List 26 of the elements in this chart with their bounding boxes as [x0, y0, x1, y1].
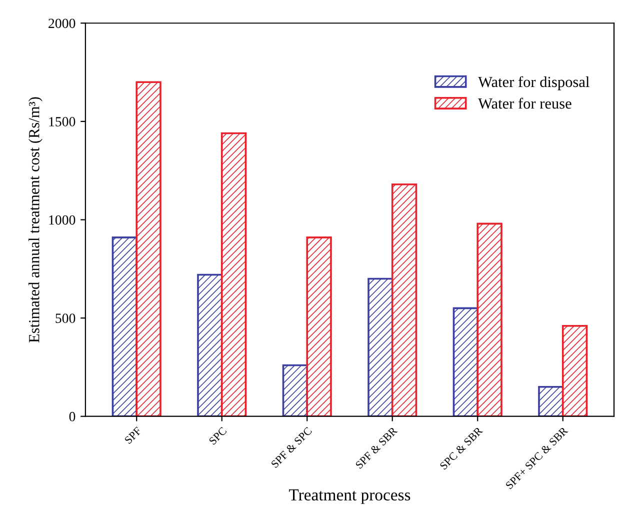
bar [220, 132, 247, 416]
bar [562, 324, 588, 416]
legend-label: Water for reuse [478, 98, 572, 109]
x-tick-label: SPF & SPC [270, 426, 312, 468]
legend-label: Water for disposal [478, 76, 590, 90]
y-tick-label: 2000 [48, 18, 76, 28]
bar [452, 307, 479, 416]
y-tick-label: 0 [69, 412, 76, 422]
y-tick-label: 1000 [49, 215, 76, 225]
bar [368, 278, 394, 416]
x-tick-label: SPC [208, 426, 227, 446]
bar [136, 81, 162, 416]
y-tick-label: 500 [56, 314, 76, 323]
bar [112, 236, 138, 416]
x-tick-label: SPC & SBR [439, 426, 484, 470]
x-tick-label: SPF [124, 426, 142, 444]
bar [197, 274, 223, 416]
x-tick-label: SPF & SBR [355, 426, 398, 470]
y-tick-label: 1500 [49, 117, 76, 126]
bar [476, 222, 502, 416]
bar [282, 364, 308, 416]
y-axis-title: Estimated annual treatment cost (Rs/m³) [28, 97, 42, 343]
bar [391, 183, 418, 416]
x-axis-title: Treatment process [289, 489, 410, 504]
bar [538, 386, 564, 416]
bar [306, 236, 332, 416]
